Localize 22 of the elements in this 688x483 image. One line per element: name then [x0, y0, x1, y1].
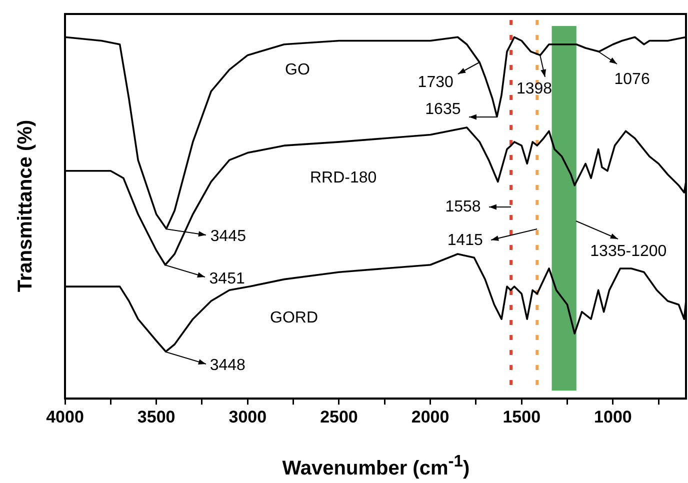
annotation: 1335-1200 — [590, 242, 667, 260]
x-tick-label: 4000 — [46, 407, 84, 426]
x-tick-label: 1500 — [502, 407, 541, 426]
x-tick-label: 3000 — [228, 407, 267, 426]
annotation: 1076 — [614, 71, 650, 88]
x-tick-label: 2000 — [411, 407, 450, 426]
annotation: 1635 — [425, 101, 461, 118]
series-label: RRD-180 — [310, 169, 377, 186]
annotation: 1558 — [445, 198, 481, 216]
annotation: 3451 — [209, 270, 245, 288]
series-label: GO — [285, 61, 310, 78]
y-axis-title: Transmittance (%) — [14, 120, 38, 292]
x-tick-label: 3500 — [137, 407, 176, 426]
annotation: 1730 — [418, 74, 454, 91]
series-label: GORD — [270, 309, 318, 326]
annotation: 1398 — [516, 80, 552, 98]
annotation: 1415 — [447, 232, 484, 250]
x-tick-label: 2500 — [320, 407, 358, 426]
x-axis-title: Wavenumber (cm$^{-1}$) — [282, 452, 470, 480]
annotation: 3445 — [210, 228, 246, 246]
annotation: 3448 — [210, 357, 246, 374]
x-tick-label: 1000 — [594, 407, 632, 426]
